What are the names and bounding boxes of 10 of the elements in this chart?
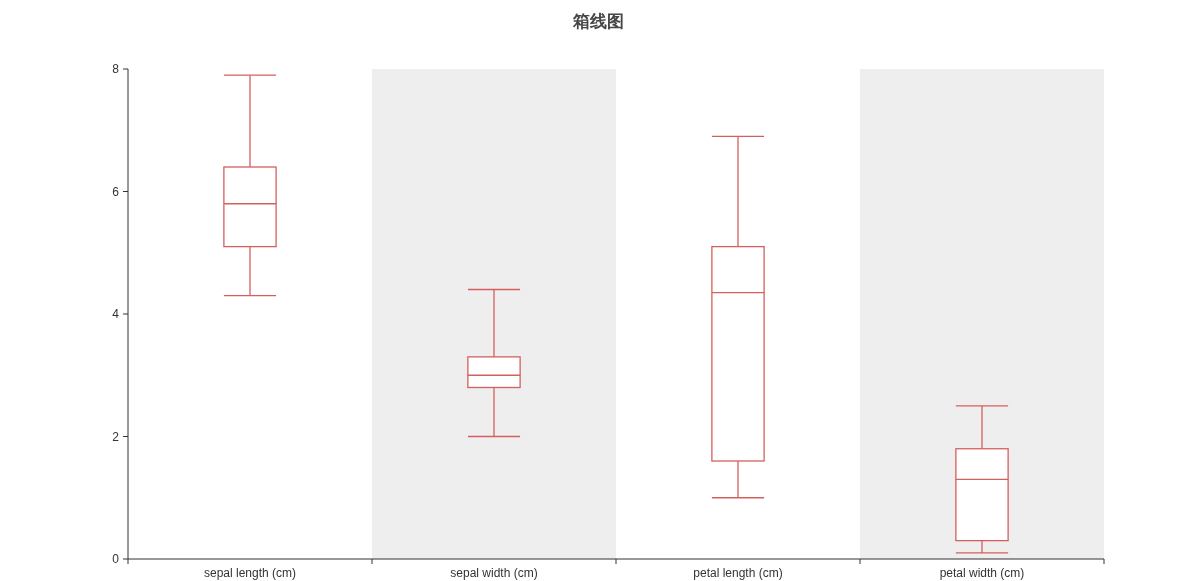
y-tick-label: 8 [112,62,120,76]
y-tick-label: 4 [112,307,120,321]
x-tick-label: sepal width (cm) [450,566,538,580]
y-tick-label: 6 [112,184,120,199]
x-tick-label: petal length (cm) [693,566,783,580]
y-tick-label: 2 [112,429,120,444]
y-tick-label: 0 [112,552,120,566]
chart-title: 箱线图 [572,12,624,31]
x-tick-label: petal width (cm) [939,566,1025,580]
x-tick-label: sepal length (cm) [203,566,297,580]
